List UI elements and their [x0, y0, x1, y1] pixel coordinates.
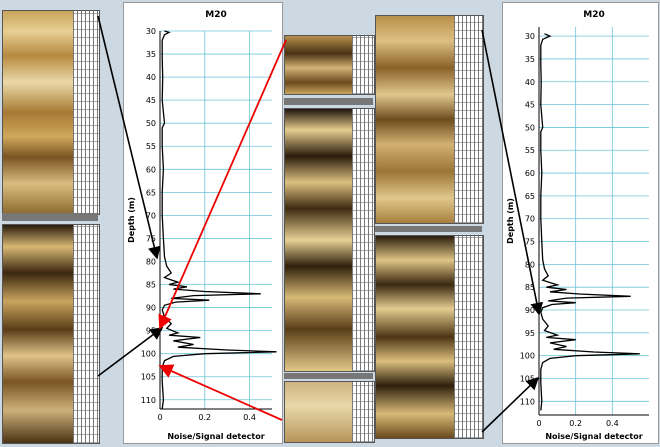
- x-axis-label: Noise/Signal detector: [167, 432, 264, 441]
- y-tick-label: 100: [141, 350, 156, 359]
- y-tick-label: 110: [141, 396, 156, 405]
- chart-2: M20 30 35 40 45 50 55 60 65 70 75 80 85 90 95 100 105 110…: [506, 10, 649, 441]
- core-image-strip-middle-top: [284, 35, 375, 95]
- y-tick-label: 65: [525, 192, 535, 201]
- y-axis-label: Depth (m): [127, 197, 136, 243]
- x-tick-label: 0.4: [243, 413, 256, 422]
- core-image-strip-upper-left: [2, 10, 100, 215]
- y-tick-label: 75: [525, 238, 535, 247]
- y-tick-label: 40: [525, 78, 535, 87]
- y-axis-label: Depth (m): [506, 198, 515, 244]
- depth-grid: [352, 109, 374, 371]
- y-tick-label: 85: [146, 281, 156, 290]
- y-tick-label: 70: [146, 211, 156, 220]
- y-tick-label: 70: [525, 215, 535, 224]
- y-tick-label: 55: [146, 142, 156, 151]
- y-tick-label: 30: [525, 32, 535, 41]
- depth-grid: [454, 16, 483, 223]
- y-tick-label: 50: [146, 119, 156, 128]
- core-image: [3, 11, 73, 214]
- y-tick-label: 30: [146, 27, 156, 36]
- y-tick-label: 80: [146, 257, 156, 266]
- core-image-strip-lower-left: [2, 224, 100, 444]
- separator-bar: [375, 226, 482, 232]
- y-tick-label: 90: [525, 306, 535, 315]
- x-tick-label: 0: [157, 413, 162, 422]
- core-image: [285, 382, 352, 442]
- core-image: [376, 16, 454, 223]
- separator-bar: [2, 213, 98, 221]
- chart-panel-1: M20 30 35 40 45 50 55 60 65 70 75 80 85 90 95 100 105 110…: [123, 2, 283, 444]
- y-tick-label: 105: [520, 374, 535, 383]
- y-tick-label: 35: [146, 50, 156, 59]
- chart-1: M20 30 35 40 45 50 55 60 65 70 75 80 85 90 95 100 105 110…: [127, 10, 277, 441]
- x-tick-label: 0: [536, 419, 541, 428]
- core-image: [285, 36, 352, 94]
- x-tick-label: 0.4: [606, 419, 619, 428]
- depth-grid: [454, 236, 483, 438]
- depth-grid: [352, 382, 374, 442]
- y-tick-label: 95: [146, 327, 156, 336]
- x-tick-label: 0.2: [198, 413, 211, 422]
- y-tick-label: 55: [525, 146, 535, 155]
- y-tick-label: 95: [525, 329, 535, 338]
- y-tick-label: 40: [146, 73, 156, 82]
- y-tick-label: 65: [146, 188, 156, 197]
- core-image: [376, 236, 454, 438]
- depth-grid: [352, 36, 374, 94]
- y-tick-label: 85: [525, 283, 535, 292]
- y-tick-label: 105: [141, 373, 156, 382]
- y-tick-label: 35: [525, 55, 535, 64]
- depth-grid: [73, 225, 99, 443]
- y-tick-label: 60: [146, 165, 156, 174]
- y-tick-label: 75: [146, 234, 156, 243]
- y-tick-label: 60: [525, 169, 535, 178]
- y-tick-label: 50: [525, 123, 535, 132]
- y-tick-label: 110: [520, 397, 535, 406]
- y-tick-label: 80: [525, 260, 535, 269]
- y-tick-label: 45: [146, 96, 156, 105]
- chart-title: M20: [583, 10, 604, 20]
- series-line: [161, 30, 277, 410]
- separator-bar: [284, 373, 373, 379]
- depth-grid: [73, 11, 99, 214]
- separator-bar: [284, 98, 373, 105]
- core-image-strip-middle: [284, 108, 375, 372]
- y-tick-label: 90: [146, 304, 156, 313]
- core-image: [3, 225, 73, 443]
- x-tick-label: 0.2: [569, 419, 582, 428]
- x-axis-label: Noise/Signal detector: [545, 432, 642, 441]
- core-image-strip-upper-right: [375, 15, 484, 224]
- y-tick-label: 45: [525, 101, 535, 110]
- y-tick-label: 100: [520, 352, 535, 361]
- series-line: [540, 33, 640, 411]
- core-image-strip-lower-right: [375, 235, 484, 439]
- core-image: [285, 109, 352, 371]
- chart-title: M20: [205, 10, 226, 20]
- core-image-strip-middle-bottom: [284, 381, 375, 443]
- chart-panel-2: M20 30 35 40 45 50 55 60 65 70 75 80 85 90 95 100 105 110…: [502, 2, 659, 444]
